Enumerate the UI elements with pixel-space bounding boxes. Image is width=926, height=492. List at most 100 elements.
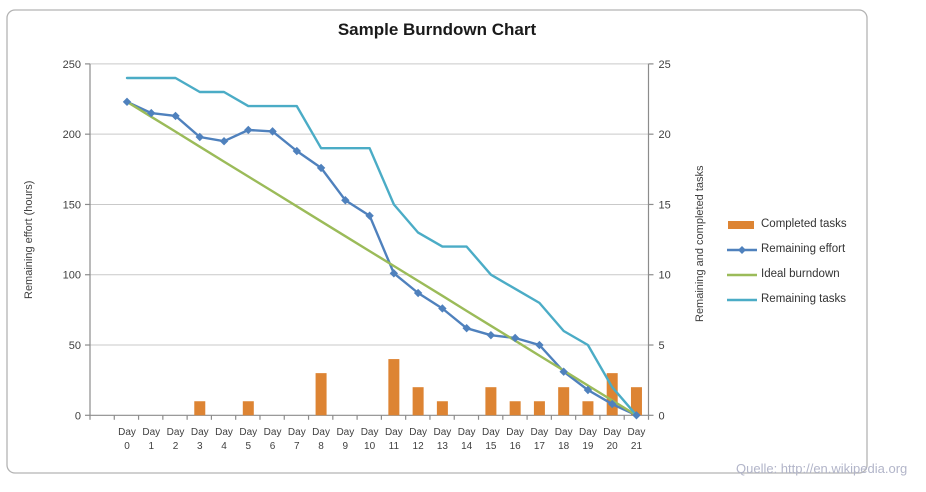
- left-tick-label: 50: [69, 340, 81, 352]
- bars-completed-tasks: [194, 359, 642, 416]
- right-tick-label: 25: [659, 59, 671, 71]
- bar-completed-tasks: [606, 373, 618, 416]
- bar-completed-tasks: [194, 401, 206, 416]
- chart-title: Sample Burndown Chart: [337, 20, 537, 39]
- x-label-number: 10: [364, 441, 376, 452]
- x-label-number: 2: [173, 441, 179, 452]
- diamond-marker-icon: [147, 108, 156, 118]
- x-label-number: 6: [270, 441, 276, 452]
- x-label-number: 3: [197, 441, 203, 452]
- x-label-number: 9: [343, 441, 349, 452]
- left-axis-tick-labels: 0 50 100 150 200 250: [63, 59, 81, 422]
- x-label-word: Day: [506, 427, 524, 438]
- x-label-number: 19: [582, 441, 594, 452]
- chart-legend: Completed tasks Remaining effort Ideal bur…: [727, 211, 847, 311]
- diamond-marker-icon: [122, 97, 132, 107]
- legend-marker-remaining-effort-icon: [727, 243, 757, 255]
- x-label-number: 12: [413, 441, 425, 452]
- diamond-marker-icon: [219, 137, 229, 146]
- right-tick-label: 15: [659, 199, 671, 211]
- x-label-number: 20: [607, 441, 619, 452]
- x-label-number: 8: [318, 441, 324, 452]
- diamond-marker-icon: [559, 367, 568, 376]
- x-label-word: Day: [579, 427, 597, 438]
- diamond-marker-icon: [438, 304, 447, 313]
- x-label-word: Day: [482, 427, 500, 438]
- x-label-word: Day: [191, 427, 209, 438]
- right-tick-label: 20: [659, 129, 671, 141]
- diamond-marker-icon: [632, 411, 641, 420]
- diamond-marker-icon: [171, 111, 180, 121]
- chart-outer-border: [6, 9, 868, 474]
- x-label-number: 15: [485, 441, 497, 452]
- diamond-marker-icon: [510, 333, 520, 343]
- diamond-marker-icon: [316, 163, 326, 173]
- diamond-marker-icon: [413, 288, 423, 298]
- right-tick-label: 5: [659, 340, 665, 352]
- diamond-marker-icon: [389, 269, 399, 278]
- x-label-word: Day: [531, 427, 549, 438]
- legend-label-remaining-effort: Remaining effort: [761, 242, 846, 255]
- axes: [85, 63, 654, 420]
- left-tick-label: 0: [75, 410, 81, 422]
- bar-completed-tasks: [582, 401, 594, 416]
- left-tick-label: 200: [63, 129, 81, 141]
- x-label-number: 5: [246, 441, 252, 452]
- x-label-word: Day: [409, 427, 427, 438]
- x-label-number: 4: [221, 441, 227, 452]
- bar-completed-tasks: [388, 359, 400, 416]
- diamond-marker-icon: [292, 146, 302, 156]
- x-label-word: Day: [118, 427, 136, 438]
- remaining-effort-markers: [122, 97, 641, 420]
- x-label-number: 11: [389, 441, 400, 452]
- bar-completed-tasks: [412, 387, 424, 416]
- x-label-word: Day: [312, 427, 330, 438]
- source-watermark: Quelle: http://en.wikipedia.org: [736, 461, 908, 476]
- x-label-word: Day: [215, 427, 233, 438]
- diamond-marker-icon: [462, 323, 471, 333]
- line-remaining-tasks: [125, 76, 638, 417]
- x-label-word: Day: [288, 427, 306, 438]
- right-tick-label: 0: [659, 410, 665, 422]
- bar-completed-tasks: [533, 401, 545, 416]
- left-tick-label: 100: [63, 270, 81, 282]
- legend-marker-remaining-tasks-icon: [727, 293, 757, 305]
- x-label-word: Day: [603, 427, 621, 438]
- bar-completed-tasks: [436, 401, 448, 416]
- x-label-number: 17: [534, 441, 546, 452]
- x-label-number: 13: [437, 441, 449, 452]
- x-label-word: Day: [433, 427, 451, 438]
- x-label-word: Day: [264, 427, 282, 438]
- line-remaining-effort: [125, 100, 638, 417]
- bar-completed-tasks: [630, 387, 642, 416]
- bar-completed-tasks: [485, 387, 497, 416]
- diamond-marker-icon: [365, 211, 374, 220]
- left-tick-label: 250: [63, 59, 81, 71]
- bar-completed-tasks: [242, 401, 254, 416]
- bar-completed-tasks: [315, 373, 327, 416]
- diamond-marker-icon: [268, 127, 277, 136]
- right-axis-title: Remaining and completed tasks: [694, 165, 706, 323]
- legend-item-ideal-burndown: Ideal burndown: [727, 261, 847, 286]
- left-axis-title: Remaining effort (hours): [23, 180, 35, 300]
- x-label-word: Day: [628, 427, 646, 438]
- bar-completed-tasks: [509, 401, 521, 416]
- legend-label-ideal-burndown: Ideal burndown: [761, 267, 840, 280]
- x-label-number: 21: [631, 441, 643, 452]
- right-tick-label: 10: [659, 270, 671, 282]
- gridlines: [90, 63, 649, 346]
- line-ideal-burndown: [125, 100, 638, 417]
- diamond-marker-icon: [341, 196, 350, 205]
- x-label-word: Day: [385, 427, 403, 438]
- legend-item-remaining-tasks: Remaining tasks: [727, 286, 847, 311]
- legend-marker-ideal-burndown-icon: [727, 268, 757, 280]
- diamond-marker-icon: [244, 125, 253, 135]
- x-label-number: 0: [124, 441, 130, 452]
- x-label-number: 1: [148, 441, 154, 452]
- x-label-word: Day: [336, 427, 354, 438]
- diamond-marker-icon: [535, 340, 544, 350]
- diamond-marker-icon: [486, 330, 496, 340]
- x-label-word: Day: [458, 427, 476, 438]
